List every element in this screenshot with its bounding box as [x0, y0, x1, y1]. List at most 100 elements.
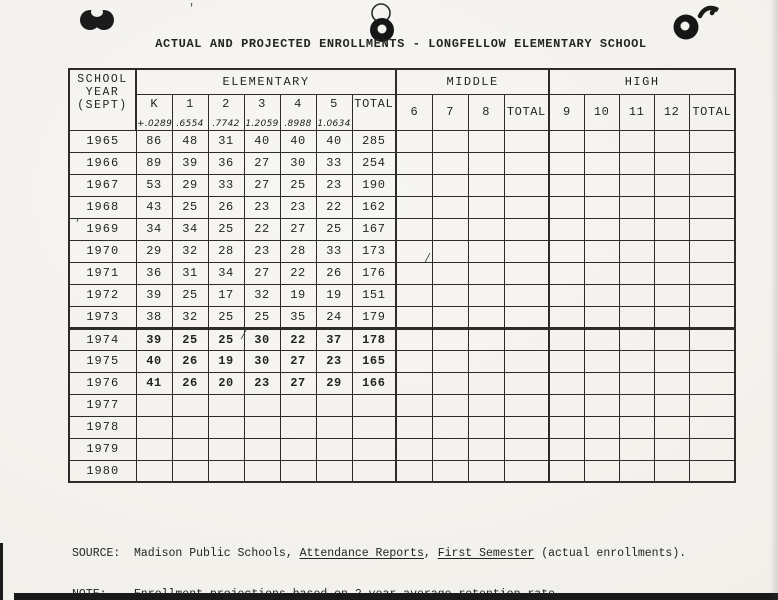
- data-cell: [548, 239, 585, 263]
- data-cell: [395, 283, 433, 307]
- year-cell: 1972: [68, 283, 137, 307]
- data-cell: 178: [351, 327, 397, 351]
- source-label: SOURCE:: [72, 547, 121, 560]
- source-line: SOURCE: Madison Public Schools, Attendan…: [72, 547, 686, 561]
- year-cell: 1965: [68, 129, 137, 153]
- school-year-header-line: (SEPT): [77, 99, 128, 112]
- data-cell: 25: [207, 217, 245, 241]
- retention-rate: +.0289: [137, 118, 172, 129]
- data-cell: 22: [279, 327, 317, 351]
- stray-mark: /: [424, 252, 432, 266]
- data-cell: [618, 437, 655, 461]
- data-cell: [618, 173, 655, 197]
- data-cell: [503, 327, 550, 351]
- data-cell: [135, 437, 173, 461]
- col-header-7: 7: [431, 93, 469, 131]
- data-cell: 27: [279, 217, 317, 241]
- data-cell: [395, 415, 433, 439]
- year-cell: 1973: [68, 305, 137, 330]
- data-cell: 23: [243, 239, 281, 263]
- data-cell: [467, 349, 505, 373]
- data-cell: [395, 151, 433, 175]
- footer-notes: SOURCE: Madison Public Schools, Attendan…: [72, 520, 686, 600]
- data-cell: [395, 393, 433, 417]
- data-cell: 30: [243, 349, 281, 373]
- data-cell: [618, 305, 655, 330]
- data-cell: [243, 437, 281, 461]
- data-cell: 40: [279, 129, 317, 153]
- data-cell: 25: [207, 327, 245, 351]
- data-cell: [688, 459, 736, 483]
- data-cell: [351, 459, 397, 483]
- data-cell: 86: [135, 129, 173, 153]
- data-cell: 28: [207, 239, 245, 263]
- data-cell: [351, 437, 397, 461]
- data-cell: 29: [171, 173, 209, 197]
- data-cell: [503, 195, 550, 219]
- scan-edge-band: [14, 593, 778, 600]
- data-cell: [688, 393, 736, 417]
- data-cell: 39: [135, 327, 173, 351]
- punch-hole-mark-icon: [80, 7, 114, 30]
- data-cell: [548, 459, 585, 483]
- data-cell: [467, 151, 505, 175]
- data-cell: [548, 283, 585, 307]
- data-cell: [653, 173, 690, 197]
- data-cell: 28: [279, 239, 317, 263]
- data-cell: [688, 217, 736, 241]
- data-cell: [503, 173, 550, 197]
- data-cell: [503, 151, 550, 175]
- retention-rate: 1.2059: [245, 118, 279, 129]
- school-year-header: SCHOOL YEAR (SEPT): [68, 68, 137, 131]
- data-cell: [467, 261, 505, 285]
- data-cell: [351, 393, 397, 417]
- section-header-high: HIGH: [548, 68, 736, 95]
- col-header-9: 9: [548, 93, 585, 131]
- data-cell: [431, 261, 469, 285]
- table-row: 1968 43 25 26 23 23 22 162: [68, 195, 736, 219]
- retention-rate: .7742: [212, 118, 240, 129]
- data-cell: [315, 415, 353, 439]
- data-cell: [395, 371, 433, 395]
- table-row: 1977: [68, 393, 736, 417]
- data-cell: [653, 195, 690, 219]
- data-cell: [207, 393, 245, 417]
- data-cell: [503, 217, 550, 241]
- data-cell: [653, 393, 690, 417]
- table-row: 1973 38 32 25 25 35 24 179: [68, 305, 736, 330]
- data-cell: [548, 327, 585, 351]
- data-cell: 27: [243, 173, 281, 197]
- year-cell: 1966: [68, 151, 137, 175]
- data-cell: 31: [171, 261, 209, 285]
- data-cell: 36: [135, 261, 173, 285]
- data-cell: [503, 283, 550, 307]
- data-cell: [315, 459, 353, 483]
- data-cell: [653, 217, 690, 241]
- grade-label: 2: [222, 96, 230, 111]
- table-row: 1970 29 32 28 23 28 33 173: [68, 239, 736, 263]
- data-cell: 19: [207, 349, 245, 373]
- data-cell: [583, 437, 620, 461]
- data-cell: 27: [279, 371, 317, 395]
- data-cell: [548, 305, 585, 330]
- data-cell: 33: [315, 151, 353, 175]
- data-cell: [503, 437, 550, 461]
- data-cell: 39: [135, 283, 173, 307]
- year-cell: 1977: [68, 393, 137, 417]
- data-cell: [583, 393, 620, 417]
- year-cell: 1978: [68, 415, 137, 439]
- data-cell: [548, 349, 585, 373]
- data-cell: 25: [171, 327, 209, 351]
- data-cell: [583, 195, 620, 219]
- stray-mark: /: [240, 329, 248, 343]
- data-cell: 27: [243, 261, 281, 285]
- data-cell: [279, 393, 317, 417]
- data-cell: [548, 151, 585, 175]
- year-cell: 1980: [68, 459, 137, 483]
- table-row: 1978: [68, 415, 736, 439]
- data-cell: [618, 195, 655, 219]
- data-cell: [583, 305, 620, 330]
- data-cell: [618, 283, 655, 307]
- data-cell: [467, 459, 505, 483]
- data-cell: [653, 371, 690, 395]
